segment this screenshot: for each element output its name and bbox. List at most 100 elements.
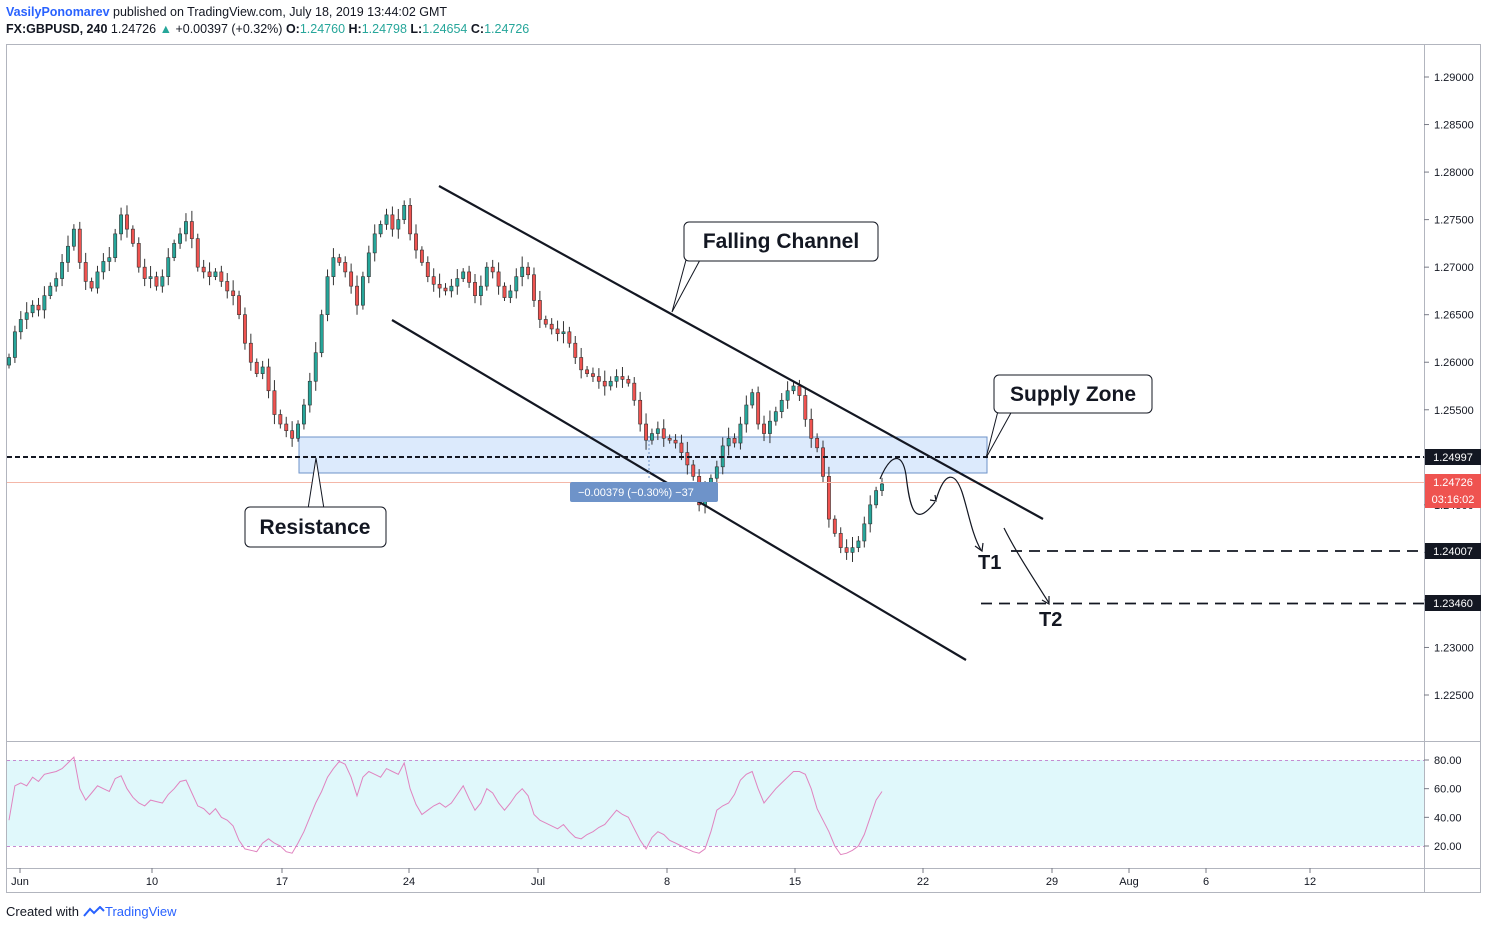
channel-upper-line[interactable] (438, 185, 1044, 520)
candle-body (396, 219, 401, 230)
tradingview-logo-icon (83, 905, 105, 917)
candle-body (596, 376, 601, 382)
last-price: 1.24726 (110, 22, 157, 36)
candle-body (532, 274, 536, 301)
supply-zone-rect[interactable] (298, 436, 988, 474)
callout-resistance-box[interactable] (244, 506, 387, 548)
t2-price-label: 1.23460 (1433, 598, 1473, 610)
time-axis: Jun 10 17 24 Jul 8 15 22 29 Aug 6 12 (11, 868, 1316, 888)
candle-body (160, 276, 165, 287)
author-name[interactable]: VasilyPonomarev (6, 5, 110, 19)
rsi-band (7, 760, 1424, 846)
candle-body (502, 285, 507, 298)
last-price-badge (1425, 474, 1481, 508)
candle-body (30, 304, 35, 314)
t2-label: T2 (1039, 609, 1062, 631)
candle-body (797, 385, 802, 396)
publish-text: published on TradingView.com, July 18, 2… (113, 5, 448, 19)
candle-body (201, 266, 206, 273)
chart-frame (6, 44, 1481, 893)
candle-body (738, 423, 743, 444)
candle-body (237, 295, 241, 315)
candle-body (101, 261, 106, 273)
tradingview-link[interactable]: TradingView (83, 904, 177, 919)
candle-body (880, 483, 884, 491)
rsi-tick-label: 80.00 (1434, 755, 1462, 767)
candle-body (449, 285, 454, 292)
candle-body (349, 271, 354, 287)
candle-body (83, 262, 88, 282)
candle-body (60, 262, 65, 279)
candle-body (856, 540, 861, 548)
candle-body (673, 439, 678, 444)
close-label: C: (470, 22, 485, 36)
candle-body (614, 376, 619, 382)
candle-body (172, 243, 177, 258)
price-tick-label: 1.28000 (1434, 167, 1474, 179)
candle-body (302, 404, 306, 425)
supply-zone-label: Supply Zone (1010, 383, 1136, 406)
time-tick-label: 8 (664, 876, 670, 888)
t1-label: T1 (978, 552, 1001, 574)
candle-body (254, 361, 259, 374)
rsi-tick-label: 40.00 (1434, 812, 1462, 824)
candle-body (343, 262, 348, 273)
candle-body (591, 373, 595, 377)
candle-body (260, 366, 265, 374)
measure-label: −0.00379 (−0.30%) −37 (578, 487, 694, 499)
callout-falling-channel-box[interactable] (683, 221, 879, 262)
last-price-label: 1.24726 (1433, 477, 1473, 489)
candle-body (24, 312, 29, 320)
price-tick-label: 1.22500 (1434, 690, 1474, 702)
publish-info: VasilyPonomarev published on TradingView… (6, 5, 447, 19)
candle-body (785, 390, 790, 401)
candle-body (207, 271, 212, 277)
candle-body (838, 533, 843, 548)
price-change: +0.00397 (+0.32%) (175, 22, 283, 36)
candle-body (154, 276, 159, 287)
measure-badge[interactable] (570, 482, 718, 502)
callout-supply-zone-box[interactable] (993, 374, 1153, 414)
candle-body (71, 228, 76, 247)
candle-body (12, 331, 17, 358)
candle-body (638, 399, 643, 425)
time-tick-label: 24 (403, 876, 415, 888)
candle-body (219, 271, 224, 282)
t2-price-badge (1425, 595, 1481, 611)
candle-body (313, 352, 318, 382)
candle-body (36, 304, 41, 311)
candle-body (372, 233, 377, 254)
candle-body (555, 328, 560, 335)
candle-body (113, 233, 118, 258)
price-tick-label: 1.28500 (1434, 120, 1474, 132)
time-tick-label: 6 (1203, 876, 1209, 888)
up-arrow-icon: ▲ (159, 22, 172, 36)
time-tick-label: 12 (1304, 876, 1316, 888)
candle-body (443, 287, 448, 292)
candle-body (844, 547, 849, 553)
rsi-tick-label: 60.00 (1434, 784, 1462, 796)
rsi-line (8, 756, 883, 856)
arrow-head-icon (929, 494, 937, 502)
candle-body (862, 523, 867, 542)
candle-body (378, 224, 383, 235)
candle-body (809, 418, 814, 439)
price-tick-label: 1.26000 (1434, 357, 1474, 369)
time-tick-label: Jun (11, 876, 29, 888)
candle-body (248, 342, 253, 363)
candle-body (874, 490, 879, 506)
candle-body (272, 390, 277, 415)
candle-body (773, 411, 778, 422)
candle-body (136, 243, 141, 268)
callout-pointer (671, 259, 701, 313)
time-tick-label: 15 (789, 876, 801, 888)
candle-body (608, 380, 613, 387)
candle-body (402, 205, 407, 220)
candle-body (620, 376, 625, 380)
candle-body (803, 395, 808, 420)
candle-body (243, 314, 247, 344)
candle-body (213, 271, 218, 277)
candle-body (360, 276, 365, 306)
candle-body (661, 428, 666, 439)
